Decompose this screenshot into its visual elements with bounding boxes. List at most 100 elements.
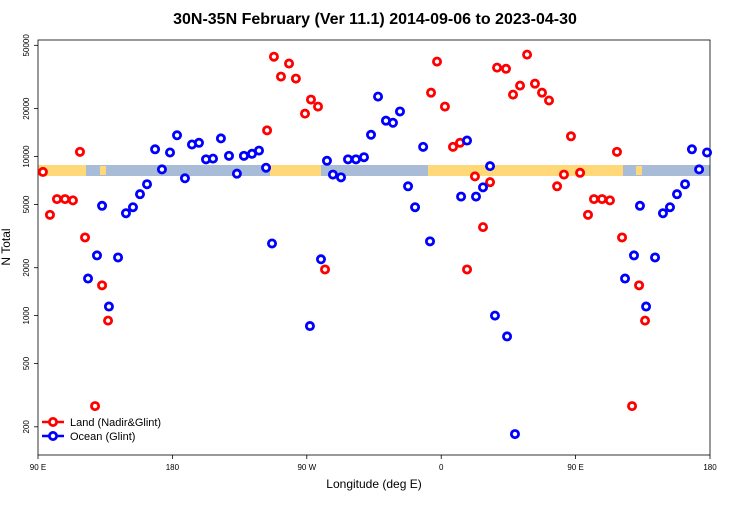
point [156,164,167,175]
point [410,202,421,213]
point [628,250,639,261]
point [439,101,450,112]
point [462,135,473,146]
point [552,181,563,192]
point [432,56,443,67]
point [702,147,713,158]
point [403,181,414,192]
point [165,147,176,158]
point [238,150,249,161]
point [492,62,503,73]
point [315,254,326,265]
y-tick-label: 500 [22,356,31,370]
point [565,131,576,142]
surface-band [38,165,710,176]
point [335,172,346,183]
point [300,108,311,119]
point [51,194,62,205]
point [447,141,458,152]
y-axis-label: N Total [0,228,13,265]
point [262,125,273,136]
point [172,130,183,141]
point [588,194,599,205]
point [478,182,489,193]
point [327,169,338,180]
point [231,168,242,179]
point [179,173,190,184]
legend-marker [48,430,59,441]
point [694,164,705,175]
point [113,252,124,263]
x-tick-label: 0 [439,463,444,472]
y-tick-label: 5000 [22,195,31,213]
x-tick-label: 90 W [297,463,316,472]
chart-title: 30N-35N February (Ver 11.1) 2014-09-06 t… [173,11,577,28]
point [290,73,301,84]
point [254,145,265,156]
land-band [428,165,623,176]
x-tick-label: 90 E [30,463,46,472]
point [37,166,48,177]
point [127,202,138,213]
point [366,129,377,140]
point [501,63,512,74]
point [509,429,520,440]
point [91,250,102,261]
point [537,87,548,98]
point [120,208,131,219]
point [97,200,108,211]
point [103,315,114,326]
y-tick-label: 1000 [22,306,31,324]
point [321,155,332,166]
point [604,195,615,206]
legend-marker [48,416,59,427]
land-band [100,166,106,175]
point [193,137,204,148]
point [469,171,480,182]
series [37,49,651,412]
point [597,194,608,205]
point [394,106,405,117]
point [489,310,500,321]
y-tick-label: 2000 [22,258,31,276]
land-band [270,165,321,176]
land-band [38,165,86,176]
point [358,152,369,163]
point [544,95,555,106]
point [478,222,489,233]
point [223,150,234,161]
x-tick-label: 90 E [567,463,583,472]
point [650,252,661,263]
point [641,301,652,312]
point [284,58,295,69]
point [664,202,675,213]
y-tick-label: 20000 [22,97,31,120]
point [215,133,226,144]
point [418,141,429,152]
legend-label: Land (Nadir&Glint) [70,417,161,429]
legend-label: Ocean (Glint) [70,431,135,443]
point [485,161,496,172]
y-tick-label: 10000 [22,145,31,168]
point [634,200,645,211]
point [90,401,101,412]
x-tick-label: 180 [703,463,717,472]
point [502,331,513,342]
point [320,264,331,275]
point [686,144,697,155]
point [529,78,540,89]
point [620,273,631,284]
ocean-band [38,165,710,176]
legend: Land (Nadir&Glint) Ocean (Glint) [42,416,161,443]
point [640,315,651,326]
point [80,232,91,243]
point [387,117,398,128]
point [611,146,622,157]
point [134,189,145,200]
point [142,179,153,190]
point [60,194,71,205]
point [343,154,354,165]
point [671,189,682,200]
